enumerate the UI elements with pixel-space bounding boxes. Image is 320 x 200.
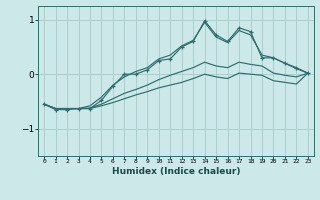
X-axis label: Humidex (Indice chaleur): Humidex (Indice chaleur): [112, 167, 240, 176]
